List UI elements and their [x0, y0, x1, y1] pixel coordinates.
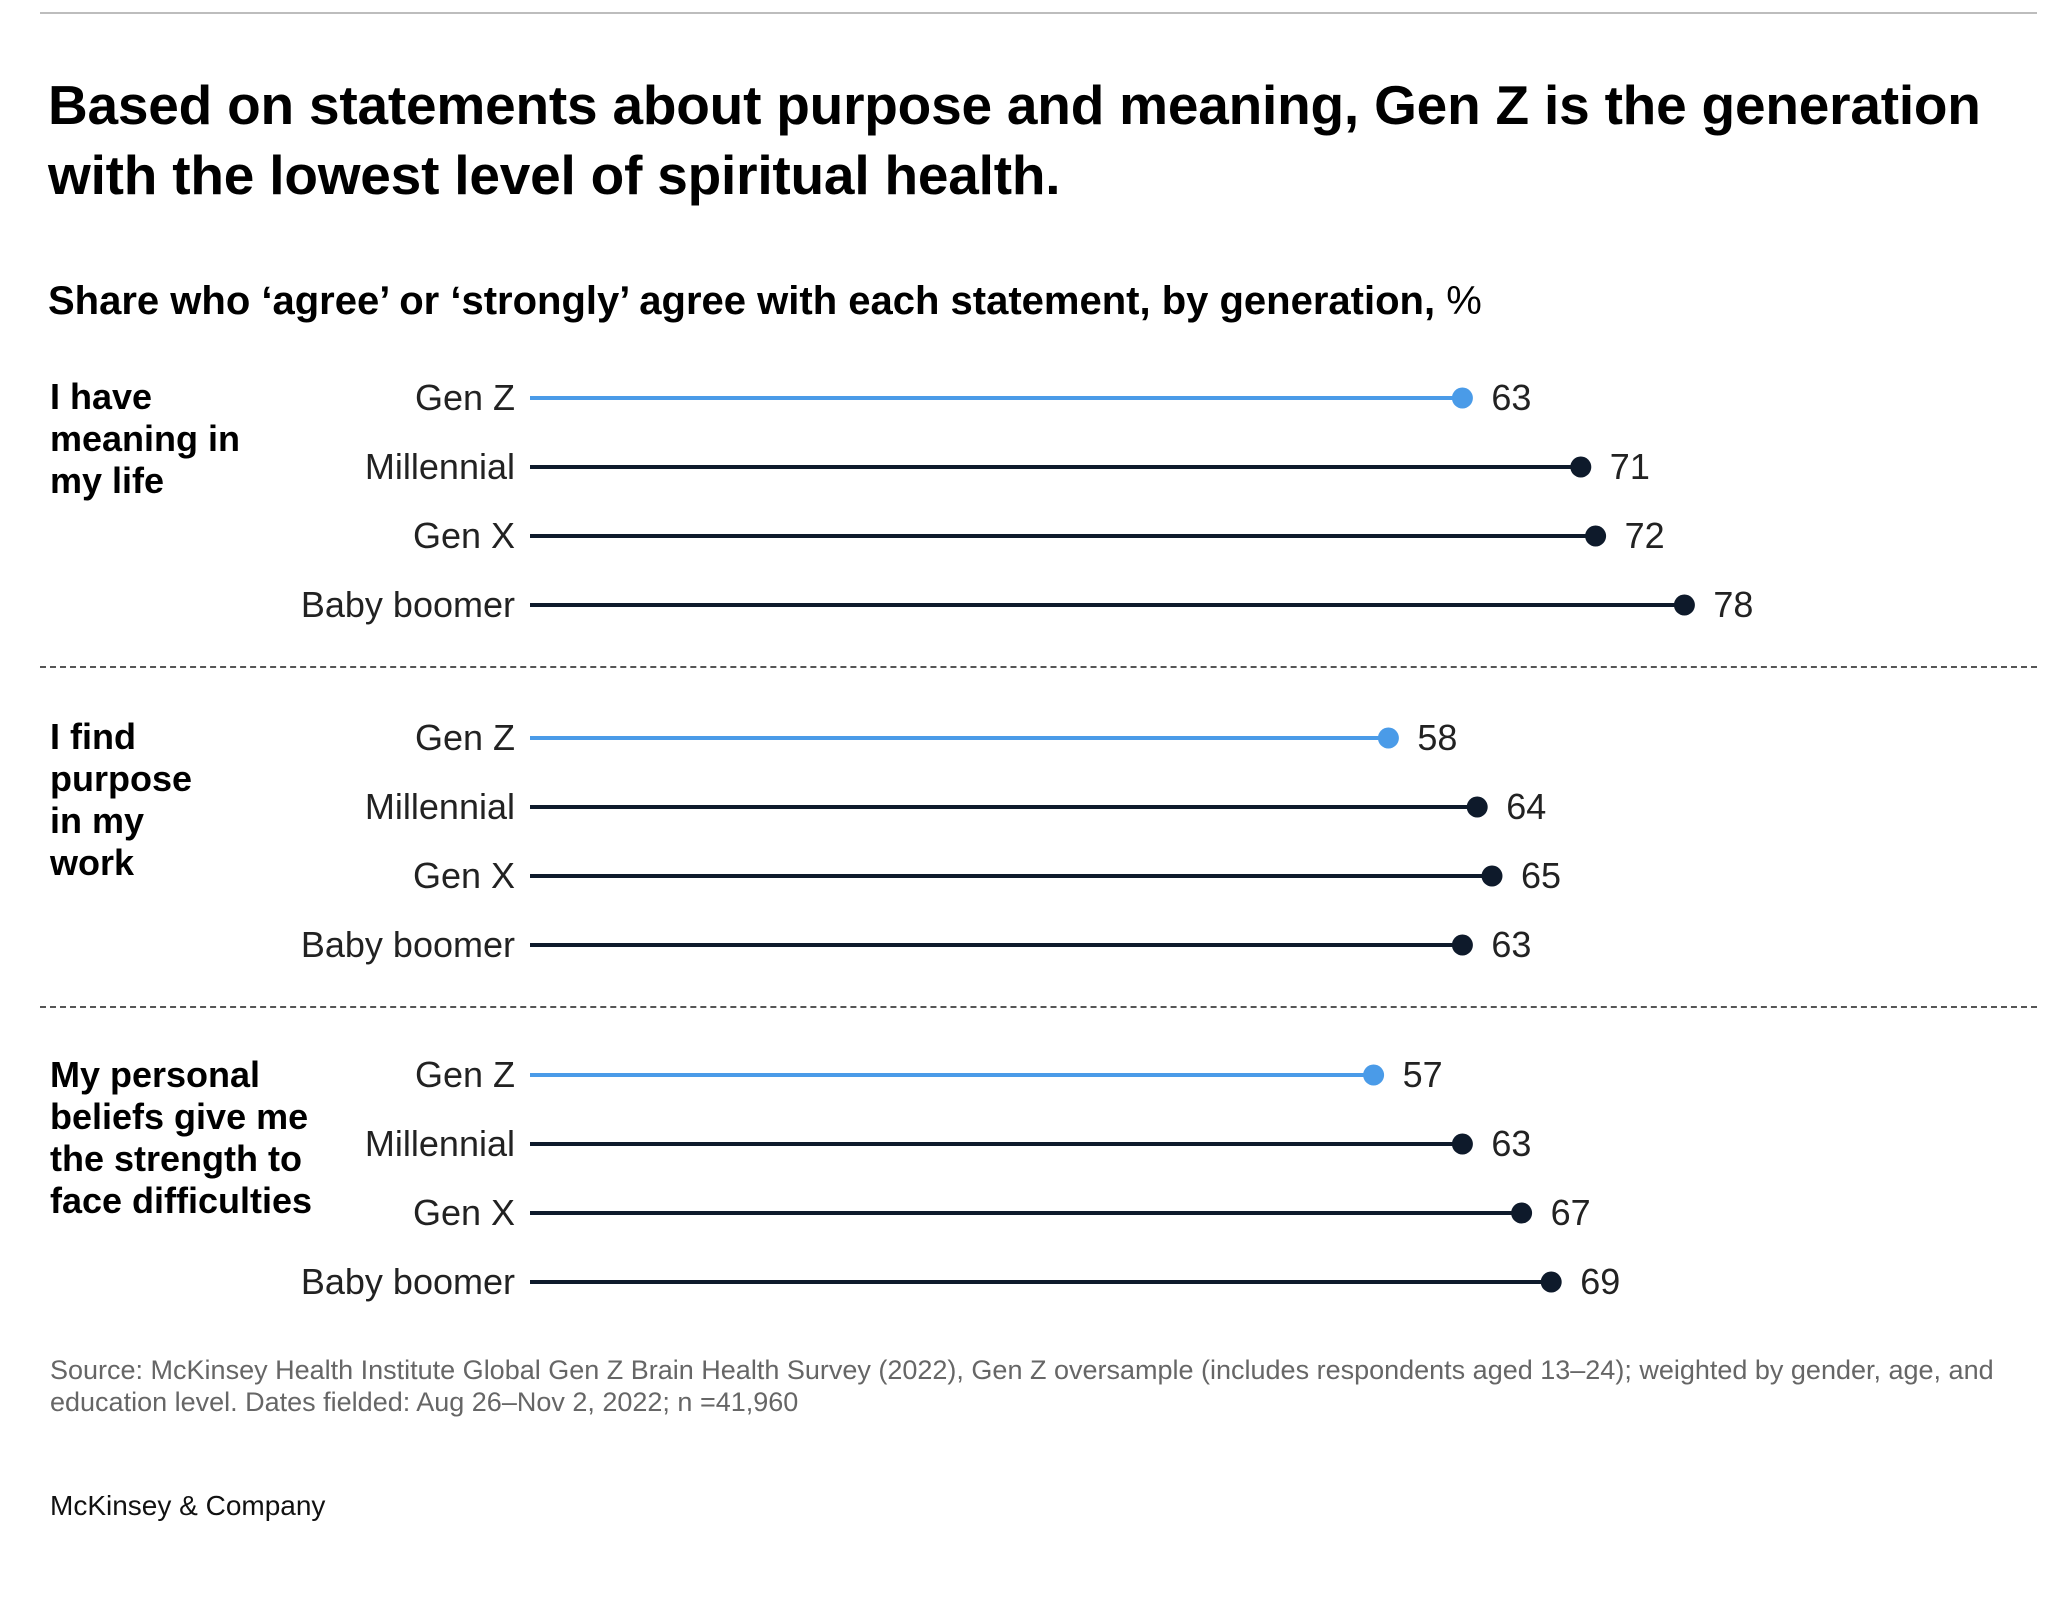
category-label-baby-boomer: Baby boomer [301, 1261, 515, 1302]
category-label-gen-x: Gen X [413, 515, 515, 556]
value-dot-millennial [1466, 796, 1488, 818]
top-rule [40, 12, 2037, 14]
value-label-baby-boomer: 78 [1713, 584, 1753, 625]
value-label-millennial: 64 [1506, 786, 1546, 827]
group-divider [40, 666, 2037, 668]
source-note: Source: McKinsey Health Institute Global… [50, 1355, 1994, 1417]
value-dot-gen-z [1451, 387, 1473, 409]
group-label-beliefs: My personal beliefs give me the strength… [50, 1054, 313, 1221]
value-dot-baby-boomer [1451, 934, 1473, 956]
value-label-baby-boomer: 63 [1491, 924, 1531, 965]
chart-subtitle: Share who ‘agree’ or ‘strongly’ agree wi… [48, 276, 1482, 326]
group-divider [40, 1006, 2037, 1008]
value-dot-baby-boomer [1540, 1271, 1562, 1293]
value-dot-gen-z [1363, 1064, 1385, 1086]
value-label-gen-z: 57 [1403, 1054, 1443, 1095]
brand-label: McKinsey & Company [50, 1490, 326, 1521]
chart-title: Based on statements about purpose and me… [48, 74, 1981, 206]
category-label-gen-z: Gen Z [415, 1054, 515, 1095]
value-dot-gen-z [1377, 727, 1399, 749]
group-label-meaning: I have meaning in my life [50, 376, 241, 501]
value-dot-gen-x [1511, 1202, 1533, 1224]
value-label-gen-z: 63 [1491, 377, 1531, 418]
value-label-gen-x: 67 [1551, 1192, 1591, 1233]
category-label-gen-z: Gen Z [415, 377, 515, 418]
value-label-gen-x: 65 [1521, 855, 1561, 896]
category-label-gen-x: Gen X [413, 1192, 515, 1233]
subtitle-text: Share who ‘agree’ or ‘strongly’ agree wi… [48, 279, 1436, 323]
value-dot-millennial [1451, 1133, 1473, 1155]
value-label-millennial: 63 [1491, 1123, 1531, 1164]
value-label-gen-z: 58 [1417, 717, 1457, 758]
value-dot-baby-boomer [1673, 594, 1695, 616]
value-label-baby-boomer: 69 [1580, 1261, 1620, 1302]
category-label-gen-x: Gen X [413, 855, 515, 896]
group-label-purpose: I find purpose in my work [50, 716, 193, 883]
category-label-gen-z: Gen Z [415, 717, 515, 758]
value-label-millennial: 71 [1610, 446, 1650, 487]
value-label-gen-x: 72 [1625, 515, 1665, 556]
category-label-baby-boomer: Baby boomer [301, 584, 515, 625]
value-dot-gen-x [1585, 525, 1607, 547]
subtitle-unit: % [1446, 279, 1482, 323]
value-dot-millennial [1570, 456, 1592, 478]
category-label-millennial: Millennial [365, 786, 515, 827]
category-label-baby-boomer: Baby boomer [301, 924, 515, 965]
category-label-millennial: Millennial [365, 446, 515, 487]
category-label-millennial: Millennial [365, 1123, 515, 1164]
value-dot-gen-x [1481, 865, 1503, 887]
